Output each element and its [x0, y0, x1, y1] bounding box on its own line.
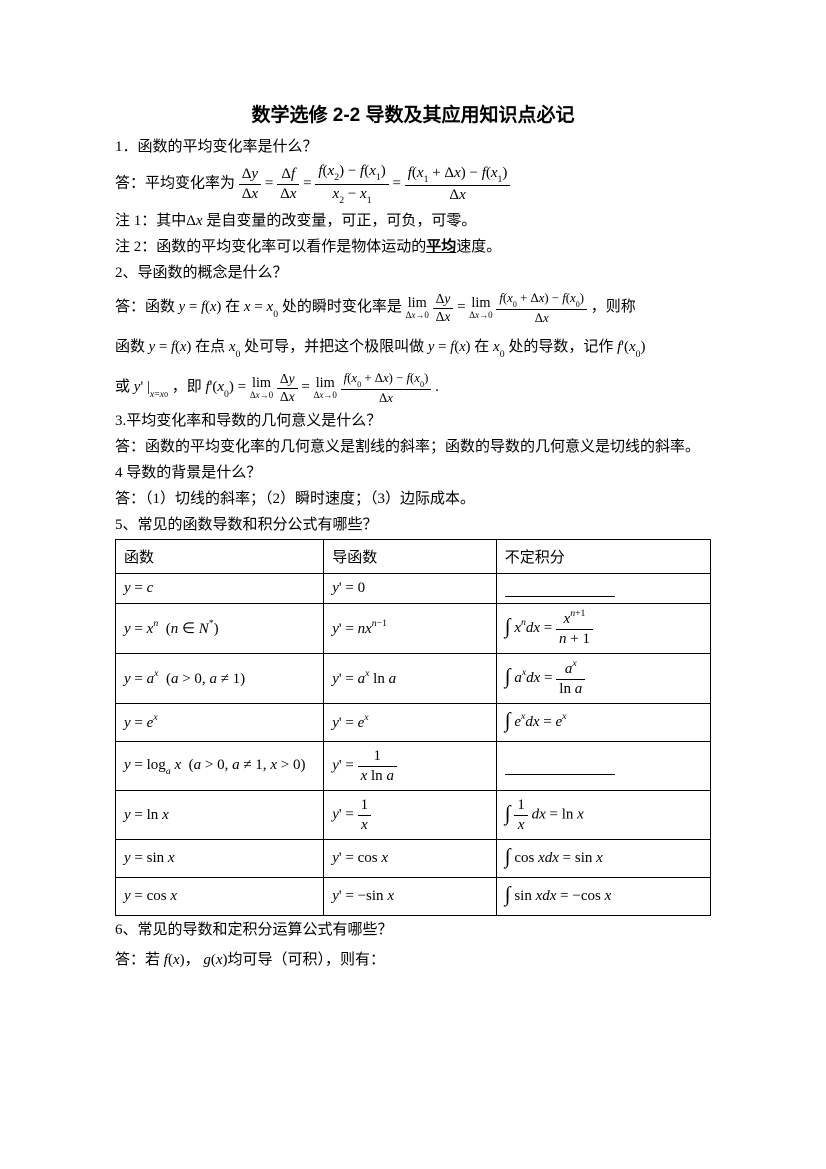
col-header-function: 函数	[116, 540, 324, 574]
note-1: 注 1：其中Δx 是自变量的改变量，可正，可负，可零。	[115, 209, 711, 233]
question-2: 2、导函数的概念是什么？	[115, 261, 711, 285]
question-3: 3.平均变化率和导数的几何意义是什么？	[115, 409, 711, 433]
answer-2-line2: 函数 y = f(x) 在点 x0 处可导，并把这个极限叫做 y = f(x) …	[115, 329, 711, 365]
table-header-row: 函数 导函数 不定积分	[116, 540, 711, 574]
table-row: y = loga x (a > 0, a ≠ 1, x > 0) y' = 1x…	[116, 742, 711, 791]
question-4: 4 导数的背景是什么？	[115, 461, 711, 485]
question-1: 1．函数的平均变化率是什么？	[115, 135, 711, 159]
table-row: y = ln x y' = 1x ∫ 1x dx = ln x	[116, 791, 711, 840]
question-5: 5、常见的函数导数和积分公式有哪些？	[115, 513, 711, 537]
answer-2-line3: 或 y' |x=x0 ，即 f'(x0) = limΔx→0 ΔyΔx = li…	[115, 369, 711, 405]
table-row: y = sin x y' = cos x ∫ cos xdx = sin x	[116, 840, 711, 878]
answer-4: 答：（1）切线的斜率；（2）瞬时速度；（3）边际成本。	[115, 487, 711, 511]
answer-2-line1: 答：函数 y = f(x) 在 x = x0 处的瞬时变化率是 limΔx→0 …	[115, 289, 711, 325]
col-header-derivative: 导函数	[324, 540, 497, 574]
answer-1: 答：平均变化率为 ΔyΔx = ΔfΔx = f(x2) − f(x1)x2 −…	[115, 163, 711, 205]
table-row: y = c y' = 0	[116, 574, 711, 604]
answer-1-prefix: 答：平均变化率为	[115, 176, 235, 192]
answer-3: 答：函数的平均变化率的几何意义是割线的斜率；函数的导数的几何意义是切线的斜率。	[115, 435, 711, 459]
note-2: 注 2：函数的平均变化率可以看作是物体运动的平均速度。	[115, 235, 711, 259]
document-page: 数学选修 2-2 导数及其应用知识点必记 1．函数的平均变化率是什么？ 答：平均…	[0, 0, 826, 1169]
blank-fill	[505, 581, 615, 597]
table-row: y = ex y' = ex ∫ exdx = ex	[116, 704, 711, 742]
blank-fill	[505, 759, 615, 775]
col-header-integral: 不定积分	[496, 540, 710, 574]
table-row: y = ax (a > 0, a ≠ 1) y' = ax ln a ∫ axd…	[116, 654, 711, 704]
table-row: y = xn (n ∈ N*) y' = nxn−1 ∫ xndx = xn+1…	[116, 604, 711, 654]
page-title: 数学选修 2-2 导数及其应用知识点必记	[115, 100, 711, 127]
table-row: y = cos x y' = −sin x ∫ sin xdx = −cos x	[116, 878, 711, 916]
formula-table: 函数 导函数 不定积分 y = c y' = 0 y = xn (n ∈ N*)…	[115, 539, 711, 916]
answer-6: 答：若 f(x)， g(x)均可导（可积），则有：	[115, 948, 711, 972]
question-6: 6、常见的导数和定积分运算公式有哪些？	[115, 918, 711, 942]
